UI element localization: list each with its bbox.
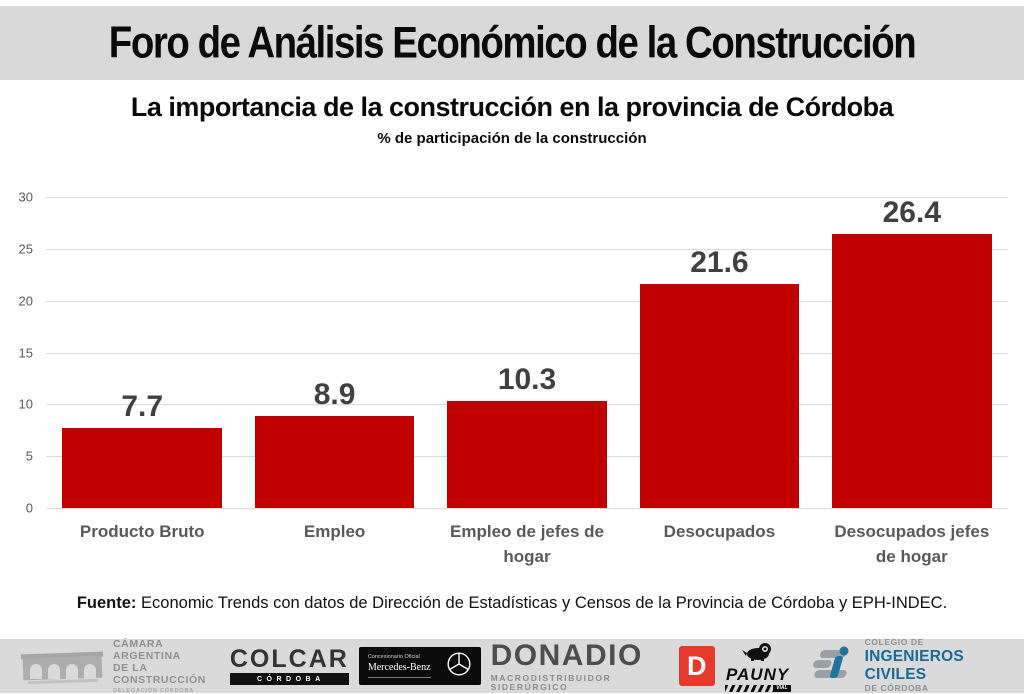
y-tick-label-30: 30 [18,189,33,205]
bar-group: 26.4 [816,197,1008,508]
chart-title: La importancia de la construcción en la … [130,92,894,122]
ci-mark-icon [801,644,857,689]
gridline-0 [46,508,1008,509]
ingenieros-line3: DE CÓRDOBA [864,682,929,693]
bar-value-label: 26.4 [882,196,942,230]
chart-titles: La importancia de la construcción en la … [0,92,1024,147]
mercedes-star-icon [446,651,472,682]
slide-header-banner: Foro de Análisis Económico de la Constru… [0,6,1024,80]
pauny-animal-icon [741,641,775,665]
camara-line3: DELEGACIÓN CÓRDOBA [113,687,195,694]
logo-donadio: DONADIO MACRODISTRIBUIDOR SIDERÚRGICO D [491,641,715,691]
bar [639,284,800,508]
logo-mercedes-benz: Concesionario Oficial Mercedes-Benz [358,647,481,685]
bar [62,428,223,508]
ingenieros-line2: INGENIEROS CIVILES [864,648,964,683]
bar-group: 7.7 [46,197,238,508]
forum-title: Foro de Análisis Económico de la Constru… [108,17,917,68]
gridline-30 [46,197,1008,198]
logo-pauny: PAUNY VIAL [724,641,791,692]
source-note: Fuente: Economic Trends con datos de Dir… [0,594,1024,613]
donadio-d-icon: D [678,646,715,686]
mercedes-line1: Concesionario Oficial [367,654,420,661]
y-tick-label-20: 20 [18,293,33,309]
bar-value-label: 8.9 [313,377,356,411]
donadio-wordmark: DONADIO [490,639,643,672]
colcar-wordmark: COLCAR [229,645,349,674]
bar [831,234,992,508]
colcar-cordoba-bar: CÓRDOBA [229,673,349,685]
pauny-stripe: VIAL [724,684,791,692]
y-axis: 0 5 10 15 20 25 30 [0,190,40,516]
donadio-subtitle: MACRODISTRIBUIDOR SIDERÚRGICO [490,673,612,692]
gridline-15 [46,352,1008,354]
bar-group: 21.6 [623,197,815,508]
source-label: Fuente: [76,594,137,612]
bar-group: 10.3 [431,197,623,508]
y-tick-label-0: 0 [25,500,33,516]
category-label: Desocupados [663,522,776,541]
camara-line2: DE LA CONSTRUCCIÓN [113,661,206,686]
camara-line1: CÁMARA ARGENTINA [113,637,181,662]
y-tick-label-5: 5 [25,448,33,464]
y-tick-label-25: 25 [18,241,33,257]
gridline-20 [46,300,1008,302]
source-text: Economic Trends con datos de Dirección d… [141,594,948,612]
category-label: Desocupados jefes de hogar [834,522,990,566]
x-axis-categories: Producto Bruto Empleo Empleo de jefes de h… [46,520,1008,569]
gridline-25 [46,248,1008,250]
pauny-vial-tag: VIAL [773,684,791,692]
bar-value-label: 7.7 [121,390,164,424]
bar [447,401,607,508]
ingenieros-line1: COLEGIO DE [864,637,924,648]
mercedes-line2: Mercedes-Benz [367,662,431,678]
aqueduct-icon [18,644,106,689]
category-label: Empleo [303,522,366,541]
plot-area: 7.7 8.9 10.3 21.6 26.4 [46,197,1008,509]
y-tick-label-15: 15 [18,345,33,360]
y-tick-label-10: 10 [18,396,33,412]
bar-chart: 0 5 10 15 20 25 30 7.7 8.9 10.3 21.6 26.4 Producto… [0,185,1024,600]
bar-group: 8.9 [238,197,430,508]
category-label: Producto Bruto [79,522,205,541]
chart-subtitle: % de participación de la construcción [377,130,647,147]
logo-camara-argentina-construccion: CÁMARA ARGENTINA DE LA CONSTRUCCIÓN DELE… [18,638,220,694]
logo-colcar: COLCAR CÓRDOBA [229,645,349,685]
sponsor-footer: CÁMARA ARGENTINA DE LA CONSTRUCCIÓN DELE… [0,638,1024,694]
bar [254,415,415,508]
bar-value-label: 10.3 [497,363,557,397]
category-label: Empleo de jefes de hogar [450,522,605,566]
logo-ingenieros-civiles: COLEGIO DE INGENIEROS CIVILES DE CÓRDOBA [801,638,1006,693]
bars-container: 7.7 8.9 10.3 21.6 26.4 [46,197,1008,508]
pauny-wordmark: PAUNY [725,664,790,684]
bar-value-label: 21.6 [690,246,749,280]
